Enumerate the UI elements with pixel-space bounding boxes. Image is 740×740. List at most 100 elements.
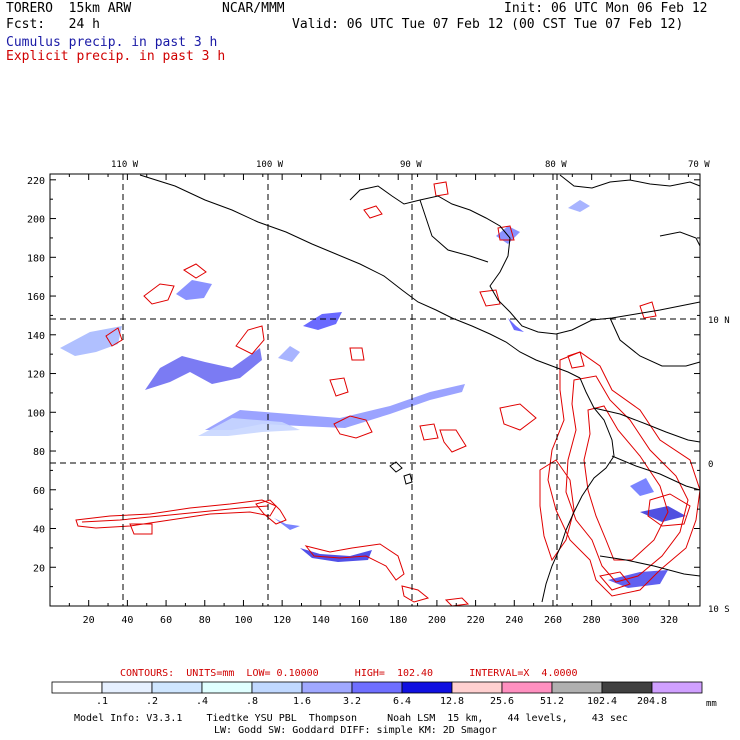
explicit-contour xyxy=(497,225,515,241)
longitude-label: 110 W xyxy=(111,160,139,170)
cumulus-area xyxy=(608,570,668,588)
longitude-label: 80 W xyxy=(545,160,567,170)
explicit-contour xyxy=(363,205,383,219)
explicit-contour xyxy=(143,283,175,305)
explicit-contour xyxy=(183,263,207,279)
model-title: TORERO 15km ARW xyxy=(6,1,132,16)
x-tick-label: 180 xyxy=(389,615,407,626)
x-tick-label: 140 xyxy=(312,615,330,626)
x-tick-label: 40 xyxy=(121,615,133,626)
explicit-contour xyxy=(444,597,470,607)
latitude-label: 10 N xyxy=(708,316,730,326)
colorbar-swatch xyxy=(651,681,703,694)
explicit-contour xyxy=(419,423,439,441)
explicit-contour xyxy=(329,377,349,397)
colorbar-label: 3.2 xyxy=(343,696,361,707)
x-tick-label: 60 xyxy=(160,615,172,626)
x-tick-label: 20 xyxy=(83,615,95,626)
explicit-contour xyxy=(255,499,287,525)
explicit-contour xyxy=(235,325,265,355)
colorbar-swatch xyxy=(451,681,503,694)
y-tick-label: 140 xyxy=(27,331,45,342)
y-tick-label: 80 xyxy=(33,447,45,458)
model-info-line1: Model Info: V3.3.1 Tiedtke YSU PBL Thomp… xyxy=(74,713,628,724)
longitude-label: 70 W xyxy=(688,160,710,170)
coastlines xyxy=(139,174,701,603)
colorbar-swatch xyxy=(301,681,353,694)
border xyxy=(419,199,489,263)
x-tick-label: 260 xyxy=(544,615,562,626)
explicit-contour xyxy=(639,301,657,319)
x-tick-label: 160 xyxy=(350,615,368,626)
cumulus-area xyxy=(274,518,300,530)
island xyxy=(403,473,413,485)
cumulus-legend: Cumulus precip. in past 3 h xyxy=(6,35,218,50)
colorbar-swatch xyxy=(601,681,653,694)
y-tick-label: 200 xyxy=(27,215,45,226)
colorbar-label: .4 xyxy=(196,696,208,707)
explicit-contour xyxy=(433,181,449,197)
explicit-contour xyxy=(599,571,631,591)
explicit-contour xyxy=(81,505,269,523)
explicit-contour xyxy=(583,405,669,561)
explicit-contour xyxy=(304,543,405,581)
y-tick-label: 120 xyxy=(27,370,45,381)
explicit-contour xyxy=(105,327,123,347)
explicit-contour xyxy=(479,289,501,307)
explicit-contour xyxy=(333,415,373,439)
colorbar-swatch xyxy=(251,681,303,694)
cumulus-area xyxy=(176,280,212,300)
latitude-label: 0 xyxy=(708,460,713,470)
explicit-contour xyxy=(401,585,430,603)
explicit-contour xyxy=(647,493,691,527)
init-time: Init: 06 UTC Mon 06 Feb 12 xyxy=(504,1,708,16)
colorbar-label: .2 xyxy=(146,696,158,707)
cumulus-area xyxy=(568,200,590,212)
explicit-contour xyxy=(547,351,701,597)
x-tick-label: 220 xyxy=(467,615,485,626)
y-tick-label: 220 xyxy=(27,176,45,187)
model-info-line2: LW: Godd SW: Goddard DIFF: simple KM: 2D… xyxy=(214,725,497,736)
border xyxy=(599,555,701,577)
map-border xyxy=(49,173,701,607)
colorbar-label: 1.6 xyxy=(293,696,311,707)
colorbar-label: .1 xyxy=(96,696,108,707)
cumulus-area xyxy=(145,348,262,390)
colorbar-label: 6.4 xyxy=(393,696,411,707)
contours-info: CONTOURS: UNITS=mm LOW= 0.10000 HIGH= 10… xyxy=(120,668,578,679)
colorbar: .1 .2 .4 .8 1.6 3.2 6.4 12.8 25.6 51.2 102.4 204.8 m… xyxy=(51,681,717,709)
forecast-hour: Fcst: 24 h xyxy=(6,17,100,32)
colorbar-swatch xyxy=(501,681,553,694)
x-tick-label: 240 xyxy=(505,615,523,626)
cumulus-area xyxy=(198,418,300,436)
longitude-label: 90 W xyxy=(400,160,422,170)
explicit-contour xyxy=(567,351,585,369)
longitude-label: 100 W xyxy=(256,160,284,170)
cumulus-area xyxy=(508,318,524,332)
colorbar-swatch xyxy=(101,681,153,694)
colorbar-label: 204.8 xyxy=(637,696,667,707)
x-tick-label: 100 xyxy=(234,615,252,626)
explicit-contour xyxy=(129,523,153,535)
colorbar-swatch xyxy=(201,681,253,694)
y-tick-label: 180 xyxy=(27,253,45,264)
x-tick-label: 280 xyxy=(583,615,601,626)
cumulus-area xyxy=(60,326,122,356)
coastline xyxy=(139,174,581,379)
y-tick-label: 40 xyxy=(33,525,45,536)
colorbar-swatch xyxy=(51,681,103,694)
explicit-contour xyxy=(349,347,365,361)
latitude-label: 10 S xyxy=(708,605,730,615)
coastline xyxy=(659,231,701,247)
explicit-contour xyxy=(499,403,537,431)
colorbar-swatch xyxy=(351,681,403,694)
cumulus-area xyxy=(205,384,465,430)
x-tick-label: 320 xyxy=(660,615,678,626)
colorbar-label: .8 xyxy=(246,696,258,707)
colorbar-swatch xyxy=(401,681,453,694)
colorbar-label: 51.2 xyxy=(540,696,564,707)
org-label: NCAR/MMM xyxy=(222,1,285,16)
colorbar-label: 102.4 xyxy=(587,696,617,707)
y-tick-label: 160 xyxy=(27,292,45,303)
